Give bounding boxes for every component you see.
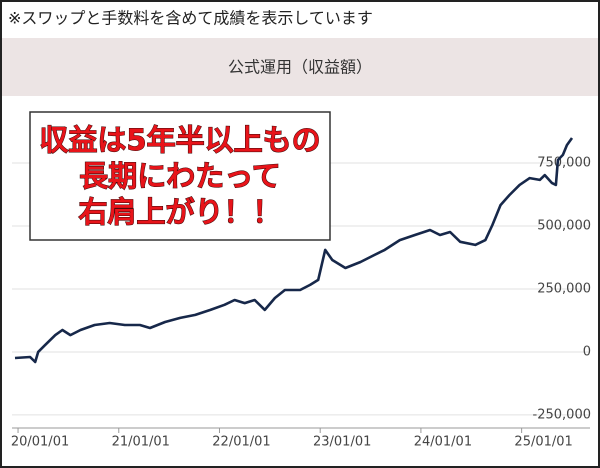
x-tick-label: 22/01/01 (212, 435, 270, 450)
plot: -250,000 0 250,000 500,000 750,000 20/01/01 21… (11, 137, 591, 450)
callout-line: 右肩上がり！！ (78, 195, 281, 229)
y-tick-label: 500,000 (537, 218, 591, 233)
y-tick-label: 250,000 (537, 281, 591, 296)
x-tick-label: 24/01/01 (414, 435, 472, 450)
x-tick-label: 23/01/01 (313, 435, 371, 450)
y-tick-label: 750,000 (537, 155, 591, 170)
x-tick-label: 21/01/01 (112, 435, 170, 450)
y-tick-label: 0 (583, 344, 591, 359)
callout-line: 長期にわたって (79, 159, 281, 193)
series-line (14, 137, 574, 364)
x-tick-label: 25/01/01 (514, 435, 572, 450)
note: ※スワップと手数料を含めて成績を表示しています (8, 9, 373, 28)
callout-box (29, 111, 331, 241)
y-tick-label: -250,000 (533, 407, 591, 422)
chart-title: 公式運用（収益額） (228, 58, 372, 77)
x-tick-label: 20/01/01 (11, 435, 69, 450)
callout-line: 収益は5年半以上もの (39, 123, 320, 157)
header-band (2, 38, 598, 96)
